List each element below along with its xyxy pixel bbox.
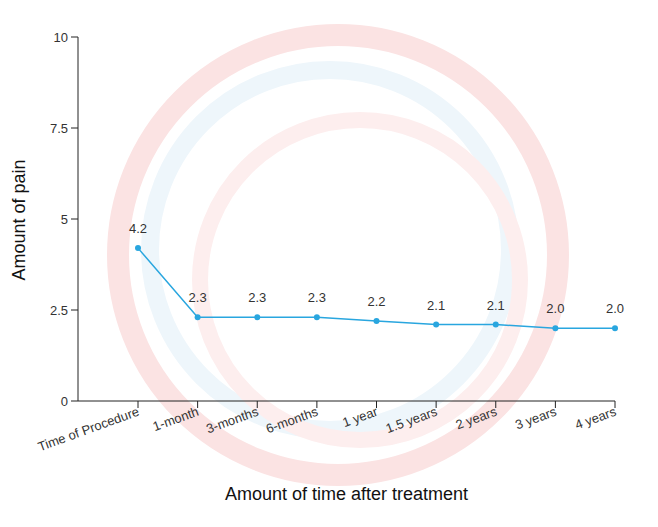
y-tick-label: 0 xyxy=(61,394,68,409)
data-line xyxy=(138,248,615,328)
y-tick-label: 2.5 xyxy=(50,303,68,318)
x-tick-label: 4 years xyxy=(573,404,619,433)
data-label: 2.3 xyxy=(308,290,326,305)
y-tick xyxy=(71,128,78,129)
watermark-ring xyxy=(200,120,520,440)
x-tick xyxy=(555,401,556,408)
data-label: 2.1 xyxy=(427,298,445,313)
chart-container: 0 2.5 5 7.5 10 Time of Procedure 1-month3-mont… xyxy=(0,0,658,527)
y-tick-label: 5 xyxy=(61,212,68,227)
x-tick xyxy=(257,401,258,408)
x-tick-label: 2 years xyxy=(454,404,500,433)
x-axis-line xyxy=(78,401,615,402)
x-tick xyxy=(138,401,139,408)
data-point xyxy=(254,314,260,320)
data-label: 2.1 xyxy=(487,298,505,313)
data-point xyxy=(552,325,558,331)
x-tick-label: Time of Procedure xyxy=(36,404,141,455)
plot-area xyxy=(135,245,618,331)
y-tick-label: 7.5 xyxy=(50,121,68,136)
data-point xyxy=(433,322,439,328)
x-tick-label: 1-month xyxy=(151,404,201,434)
x-axis-title: Amount of time after treatment xyxy=(225,484,468,504)
data-point xyxy=(612,325,618,331)
x-tick-label: 3-months xyxy=(204,404,261,437)
x-tick-label: 6-months xyxy=(264,404,321,437)
data-label: 2.0 xyxy=(546,301,564,316)
x-tick-label: 3 years xyxy=(513,404,559,433)
data-label: 2.3 xyxy=(189,290,207,305)
data-point xyxy=(195,314,201,320)
data-label: 4.2 xyxy=(129,221,147,236)
x-tick xyxy=(376,401,377,408)
y-tick-label: 10 xyxy=(54,30,68,45)
data-point xyxy=(374,318,380,324)
x-tick-label: 1 year xyxy=(340,403,380,430)
y-tick xyxy=(71,37,78,38)
x-tick xyxy=(495,401,496,408)
x-tick xyxy=(615,401,616,408)
data-label: 2.0 xyxy=(606,301,624,316)
x-tick-label: 1.5 years xyxy=(384,404,440,437)
x-tick xyxy=(316,401,317,408)
data-point xyxy=(135,245,141,251)
data-point xyxy=(314,314,320,320)
x-tick xyxy=(197,401,198,408)
y-tick xyxy=(71,310,78,311)
watermark xyxy=(118,35,558,475)
chart: 0 2.5 5 7.5 10 Time of Procedure 1-month3-mont… xyxy=(0,0,658,527)
y-tick xyxy=(71,401,78,402)
data-label: 2.3 xyxy=(248,290,266,305)
y-tick xyxy=(71,219,78,220)
watermark-ring xyxy=(118,35,558,475)
data-label: 2.2 xyxy=(367,294,385,309)
y-axis-title: Amount of pain xyxy=(9,159,29,280)
x-tick xyxy=(436,401,437,408)
data-point xyxy=(493,322,499,328)
